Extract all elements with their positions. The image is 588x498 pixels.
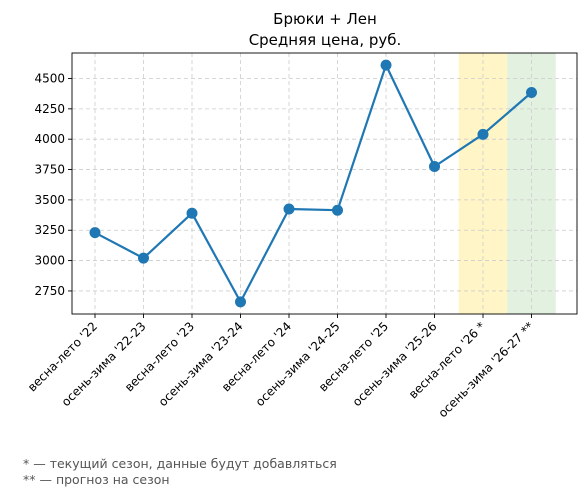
x-tick-label: осень-зима '22-23 xyxy=(59,319,149,409)
data-point xyxy=(186,207,198,219)
x-tick-label: осень-зима '25-26 xyxy=(350,319,440,409)
highlight-bands xyxy=(458,53,556,314)
series-group xyxy=(89,59,537,308)
y-tick-label: 3500 xyxy=(34,193,65,207)
highlight-band-1 xyxy=(458,53,508,314)
data-point xyxy=(235,296,246,308)
y-tick-label: 3000 xyxy=(34,254,65,268)
data-point xyxy=(380,59,392,71)
data-point xyxy=(138,252,149,264)
data-point xyxy=(477,128,489,140)
series-line-1 xyxy=(94,63,533,303)
y-tick-label: 3250 xyxy=(34,223,65,237)
y-tick-label: 3750 xyxy=(34,163,65,177)
forecast-note: ** — прогноз на сезон xyxy=(23,472,170,487)
y-tick-label: 4250 xyxy=(34,102,65,116)
data-point xyxy=(332,204,343,216)
y-tick-label: 4000 xyxy=(34,132,65,146)
current-season-note: * — текущий сезон, данные будут добавлят… xyxy=(23,456,337,471)
footnotes: * — текущий сезон, данные будут добавлят… xyxy=(23,456,337,488)
y-tick-label: 4500 xyxy=(34,71,65,85)
data-point xyxy=(89,227,101,239)
data-point xyxy=(526,86,537,98)
plot-frame xyxy=(71,52,578,315)
data-point xyxy=(283,203,295,215)
x-tick-label: осень-зима '23-24 xyxy=(156,319,246,409)
x-tick-label: осень-зима '26-27 ** xyxy=(436,319,537,420)
chart-title: Брюки + Лен xyxy=(273,10,377,28)
grid-lines xyxy=(72,53,577,314)
data-point xyxy=(429,161,440,173)
y-tick-label: 2750 xyxy=(34,284,65,298)
x-tick-label: осень-зима '24-25 xyxy=(253,319,343,409)
chart-subtitle: Средняя цена, руб. xyxy=(249,31,402,49)
